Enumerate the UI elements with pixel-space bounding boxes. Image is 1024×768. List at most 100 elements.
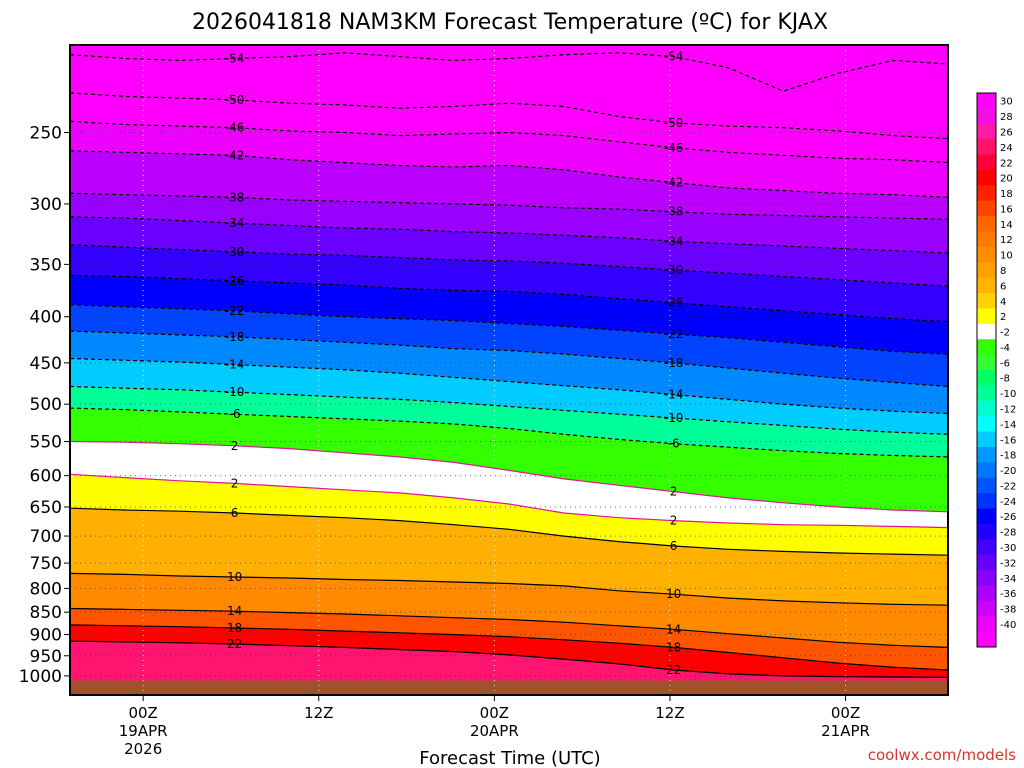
y-tick-label: 900 (30, 626, 62, 646)
contour-label: -26 (664, 296, 684, 310)
colorbar-swatch (977, 554, 996, 571)
contour-label: -22 (664, 327, 684, 341)
contour-label: 22 (227, 637, 242, 651)
colorbar-tick-label: 2 (1000, 312, 1006, 323)
colorbar-tick-label: -38 (1000, 605, 1016, 616)
colorbar-tick-label: -18 (1000, 451, 1016, 462)
y-tick-label: 550 (30, 433, 62, 453)
colorbar-swatch (977, 246, 996, 263)
colorbar-tick-label: -8 (1000, 374, 1010, 385)
contour-label: 2 (670, 485, 678, 499)
colorbar-tick-label: 24 (1000, 143, 1013, 154)
temperature-band (70, 441, 948, 528)
temperature-band (70, 121, 948, 198)
colorbar-swatch (977, 600, 996, 617)
colorbar-tick-label: 30 (1000, 97, 1013, 108)
colorbar-tick-label: -26 (1000, 512, 1016, 523)
contour-label: -18 (225, 330, 245, 344)
contour-label: -42 (225, 148, 245, 162)
colorbar-tick-label: -20 (1000, 466, 1016, 477)
colorbar-swatch (977, 293, 996, 309)
contour-line (69, 507, 949, 556)
contour-label: -30 (225, 245, 245, 259)
contour-label: 14 (666, 622, 681, 636)
x-tick-label: 20APR (470, 722, 519, 740)
colorbar-tick-label: 20 (1000, 174, 1013, 185)
colorbar: 30 28 26 24 22 20 18 16 14 12 10 8 6 4 2 -2 -4 -6 -8 -10 -12… (976, 92, 1016, 648)
colorbar-swatch (977, 262, 996, 279)
contour-label: 6 (231, 506, 239, 520)
colorbar-swatch (977, 570, 996, 586)
temperature-band (70, 275, 948, 355)
colorbar-frame (976, 92, 997, 648)
credit-text: coolwx.com/models (868, 746, 1016, 764)
colorbar-tick-label: 18 (1000, 189, 1013, 200)
y-tick-label: 250 (30, 123, 62, 143)
colorbar-swatch (977, 508, 996, 525)
colorbar-swatch (977, 277, 996, 294)
temperature-band (70, 193, 948, 253)
contour-line (69, 624, 949, 671)
temperature-band (70, 52, 948, 139)
colorbar-swatch (977, 431, 996, 448)
contour-label: 2 (231, 476, 239, 490)
contour-label: -42 (664, 175, 684, 189)
temperature-band (70, 624, 948, 678)
x-axis-label: Forecast Time (UTC) (419, 748, 600, 768)
temperature-band (70, 386, 948, 457)
temperature-band (70, 92, 948, 163)
contour-label: -30 (664, 263, 684, 277)
y-tick-label: 950 (30, 647, 62, 667)
y-tick-label: 600 (30, 467, 62, 487)
contour-label: 18 (666, 640, 681, 654)
y-tick-label: 500 (30, 395, 62, 415)
contour-label: 2 (670, 514, 678, 528)
contour-label: -54 (664, 50, 684, 64)
contour-label: -46 (664, 141, 684, 155)
contour-label: -6 (668, 437, 680, 451)
y-tick-label: 850 (30, 603, 62, 623)
colorbar-tick-label: 8 (1000, 266, 1006, 277)
colorbar-tick-label: -10 (1000, 389, 1016, 400)
contour-label: -10 (225, 385, 245, 399)
plot-frame (69, 44, 949, 696)
colorbar-swatch (977, 385, 996, 402)
colorbar-tick-label: -6 (1000, 358, 1010, 369)
contour-label: -34 (664, 234, 684, 248)
y-axis: 250 300 350 400 450 500 550 600 650 700 750 800 850 9… (19, 123, 70, 687)
contour-label: -46 (225, 121, 245, 135)
colorbar-tick-label: 12 (1000, 235, 1013, 246)
contour-label: -38 (664, 205, 684, 219)
colorbar-tick-label: -30 (1000, 543, 1016, 554)
contour-label: 2 (231, 439, 239, 453)
contour-line (69, 640, 949, 679)
colorbar-tick-label: 28 (1000, 112, 1013, 123)
contour-label: -50 (664, 116, 684, 130)
colorbar-swatch (977, 523, 996, 540)
colorbar-swatch (977, 216, 996, 232)
temperature-band (70, 608, 948, 670)
colorbar-tick-label: 26 (1000, 127, 1013, 138)
contour-label: 6 (670, 539, 678, 553)
contour-label: 14 (227, 604, 242, 618)
plot-area: -54 -54 -50 -50 -46 -46 -42 -42 -38 -38 -34 -34 -30 -… (69, 44, 949, 696)
contour-label: -50 (225, 93, 245, 107)
colorbar-swatch (977, 539, 996, 556)
y-tick-label: 450 (30, 354, 62, 374)
colorbar-swatch (977, 123, 996, 140)
temperature-band (70, 358, 948, 435)
colorbar-swatch (977, 200, 996, 217)
colorbar-swatch (977, 370, 996, 386)
colorbar-swatch (977, 154, 996, 171)
colorbar-tick-label: 16 (1000, 204, 1013, 215)
grid-lines (70, 45, 948, 695)
temperature-band (70, 244, 948, 322)
x-tick-label: 00Z (480, 704, 509, 722)
colorbar-tick-label: 10 (1000, 251, 1013, 262)
ground-surface (70, 680, 948, 695)
y-tick-label: 300 (30, 195, 62, 215)
y-tick-label: 800 (30, 579, 62, 599)
colorbar-swatch (977, 139, 996, 156)
contour-line (69, 607, 949, 648)
